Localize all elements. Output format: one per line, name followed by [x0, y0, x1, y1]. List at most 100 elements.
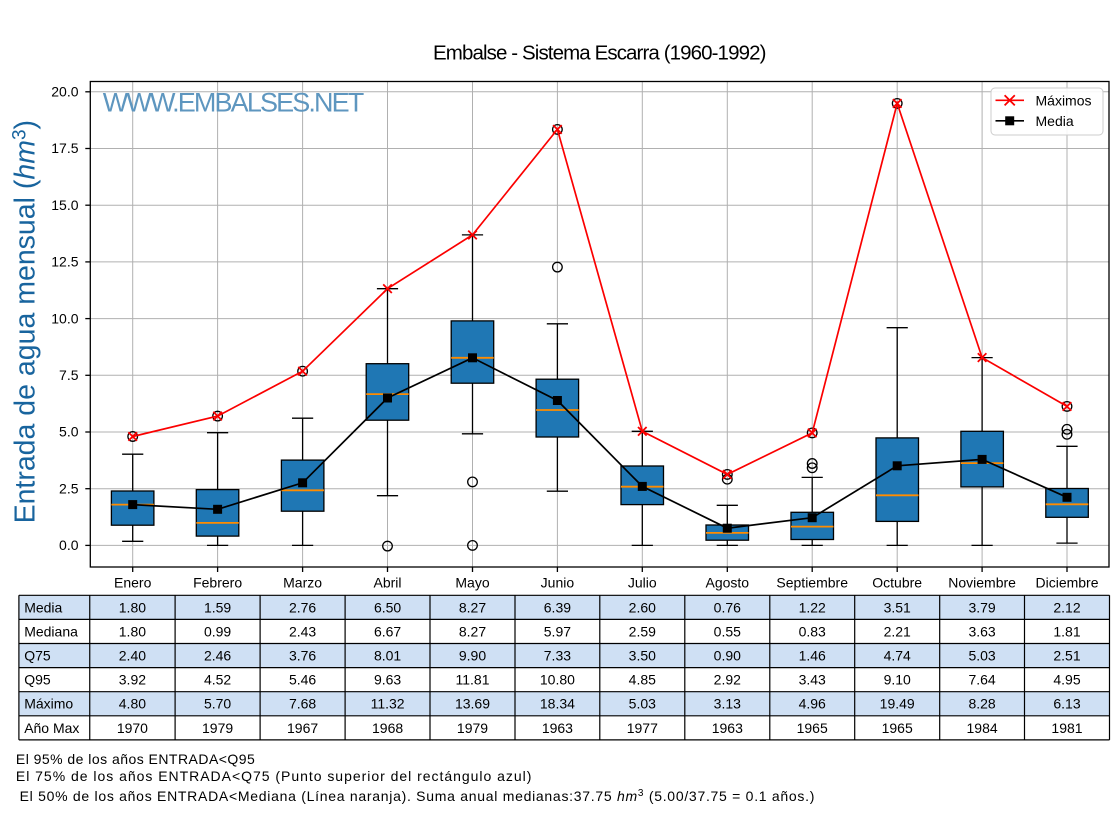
- svg-text:2.51: 2.51: [1053, 648, 1080, 664]
- svg-text:2.21: 2.21: [884, 623, 911, 639]
- svg-text:2.76: 2.76: [289, 599, 316, 615]
- svg-text:4.52: 4.52: [204, 672, 231, 688]
- svg-text:10.80: 10.80: [540, 672, 575, 688]
- svg-text:5.0: 5.0: [59, 424, 79, 440]
- svg-text:El 50% de los años ENTRADA<Med: El 50% de los años ENTRADA<Mediana (Líne…: [20, 788, 816, 804]
- svg-text:11.81: 11.81: [456, 672, 490, 688]
- svg-text:2.46: 2.46: [204, 648, 231, 664]
- svg-text:1.46: 1.46: [799, 648, 826, 664]
- svg-text:Mayo: Mayo: [455, 575, 489, 591]
- svg-text:0.55: 0.55: [714, 623, 741, 639]
- svg-text:0.0: 0.0: [59, 537, 79, 553]
- svg-text:Junio: Junio: [541, 575, 575, 591]
- svg-text:2.60: 2.60: [629, 599, 656, 615]
- svg-text:WWW.EMBALSES.NET: WWW.EMBALSES.NET: [103, 88, 365, 118]
- svg-text:9.10: 9.10: [884, 672, 911, 688]
- svg-text:8.01: 8.01: [374, 648, 401, 664]
- svg-text:Máximos: Máximos: [1036, 92, 1092, 108]
- svg-text:1968: 1968: [372, 720, 403, 736]
- svg-text:10.0: 10.0: [51, 310, 78, 326]
- svg-text:Embalse - Sistema Escarra (196: Embalse - Sistema Escarra (1960-1992): [433, 42, 766, 65]
- svg-text:1.80: 1.80: [119, 599, 146, 615]
- svg-text:5.70: 5.70: [204, 696, 231, 712]
- svg-text:2.12: 2.12: [1053, 599, 1080, 615]
- svg-text:15.0: 15.0: [51, 197, 78, 213]
- svg-text:Q95: Q95: [24, 672, 51, 688]
- svg-text:1979: 1979: [457, 720, 488, 736]
- svg-text:1.22: 1.22: [799, 599, 826, 615]
- svg-text:Entrada de agua mensual (hm3): Entrada de agua mensual (hm3): [9, 120, 41, 523]
- svg-text:9.90: 9.90: [459, 648, 486, 664]
- svg-text:1.59: 1.59: [204, 599, 231, 615]
- svg-text:1967: 1967: [287, 720, 318, 736]
- svg-text:1965: 1965: [882, 720, 913, 736]
- svg-text:5.03: 5.03: [968, 648, 995, 664]
- svg-text:Agosto: Agosto: [706, 575, 750, 591]
- svg-text:1.81: 1.81: [1053, 623, 1080, 639]
- svg-text:12.5: 12.5: [51, 254, 78, 270]
- svg-text:Diciembre: Diciembre: [1035, 575, 1098, 591]
- svg-text:4.74: 4.74: [884, 648, 911, 664]
- svg-text:Octubre: Octubre: [872, 575, 922, 591]
- svg-text:19.49: 19.49: [880, 696, 915, 712]
- svg-text:8.28: 8.28: [968, 696, 995, 712]
- svg-text:2.92: 2.92: [714, 672, 741, 688]
- svg-text:0.83: 0.83: [799, 623, 826, 639]
- svg-text:1963: 1963: [712, 720, 743, 736]
- svg-text:El 95% de los años ENTRADA<Q95: El 95% de los años ENTRADA<Q95: [16, 751, 255, 767]
- svg-text:3.79: 3.79: [968, 599, 995, 615]
- svg-text:11.32: 11.32: [371, 696, 405, 712]
- svg-text:Media: Media: [1036, 113, 1074, 129]
- svg-text:1963: 1963: [542, 720, 573, 736]
- svg-text:Q75: Q75: [24, 648, 51, 664]
- svg-text:2.59: 2.59: [629, 623, 656, 639]
- svg-text:4.95: 4.95: [1053, 672, 1080, 688]
- svg-text:Julio: Julio: [628, 575, 657, 591]
- svg-text:20.0: 20.0: [51, 84, 78, 100]
- svg-text:2.40: 2.40: [119, 648, 146, 664]
- svg-text:7.5: 7.5: [59, 367, 79, 383]
- svg-text:1970: 1970: [117, 720, 148, 736]
- svg-text:Febrero: Febrero: [193, 575, 242, 591]
- svg-text:7.64: 7.64: [968, 672, 995, 688]
- svg-text:Mediana: Mediana: [24, 623, 78, 639]
- svg-text:18.34: 18.34: [540, 696, 575, 712]
- svg-text:0.99: 0.99: [204, 623, 231, 639]
- svg-text:Media: Media: [24, 599, 62, 615]
- svg-text:Marzo: Marzo: [283, 575, 322, 591]
- svg-text:5.03: 5.03: [629, 696, 656, 712]
- svg-text:1979: 1979: [202, 720, 233, 736]
- svg-text:4.96: 4.96: [799, 696, 826, 712]
- svg-text:8.27: 8.27: [459, 623, 486, 639]
- svg-text:3.92: 3.92: [119, 672, 146, 688]
- svg-text:0.90: 0.90: [714, 648, 741, 664]
- svg-text:8.27: 8.27: [459, 599, 486, 615]
- svg-text:3.50: 3.50: [629, 648, 656, 664]
- svg-text:Abril: Abril: [373, 575, 401, 591]
- svg-text:6.39: 6.39: [544, 599, 571, 615]
- svg-text:Máximo: Máximo: [24, 696, 73, 712]
- svg-text:Septiembre: Septiembre: [776, 575, 848, 591]
- svg-text:6.50: 6.50: [374, 599, 401, 615]
- svg-text:1965: 1965: [797, 720, 828, 736]
- svg-text:Noviembre: Noviembre: [948, 575, 1016, 591]
- svg-text:Enero: Enero: [114, 575, 152, 591]
- svg-text:5.97: 5.97: [544, 623, 571, 639]
- svg-text:3.13: 3.13: [714, 696, 741, 712]
- svg-text:9.63: 9.63: [374, 672, 401, 688]
- svg-text:17.5: 17.5: [51, 140, 78, 156]
- svg-text:7.33: 7.33: [544, 648, 571, 664]
- svg-text:13.69: 13.69: [455, 696, 490, 712]
- svg-text:1984: 1984: [967, 720, 998, 736]
- svg-text:4.80: 4.80: [119, 696, 146, 712]
- svg-text:1.80: 1.80: [119, 623, 146, 639]
- svg-text:3.63: 3.63: [968, 623, 995, 639]
- svg-text:6.67: 6.67: [374, 623, 401, 639]
- svg-text:2.43: 2.43: [289, 623, 316, 639]
- svg-text:6.13: 6.13: [1053, 696, 1080, 712]
- svg-text:1977: 1977: [627, 720, 658, 736]
- svg-text:3.43: 3.43: [799, 672, 826, 688]
- svg-text:Año Max: Año Max: [24, 720, 79, 736]
- svg-text:1981: 1981: [1051, 720, 1082, 736]
- svg-text:3.51: 3.51: [884, 599, 911, 615]
